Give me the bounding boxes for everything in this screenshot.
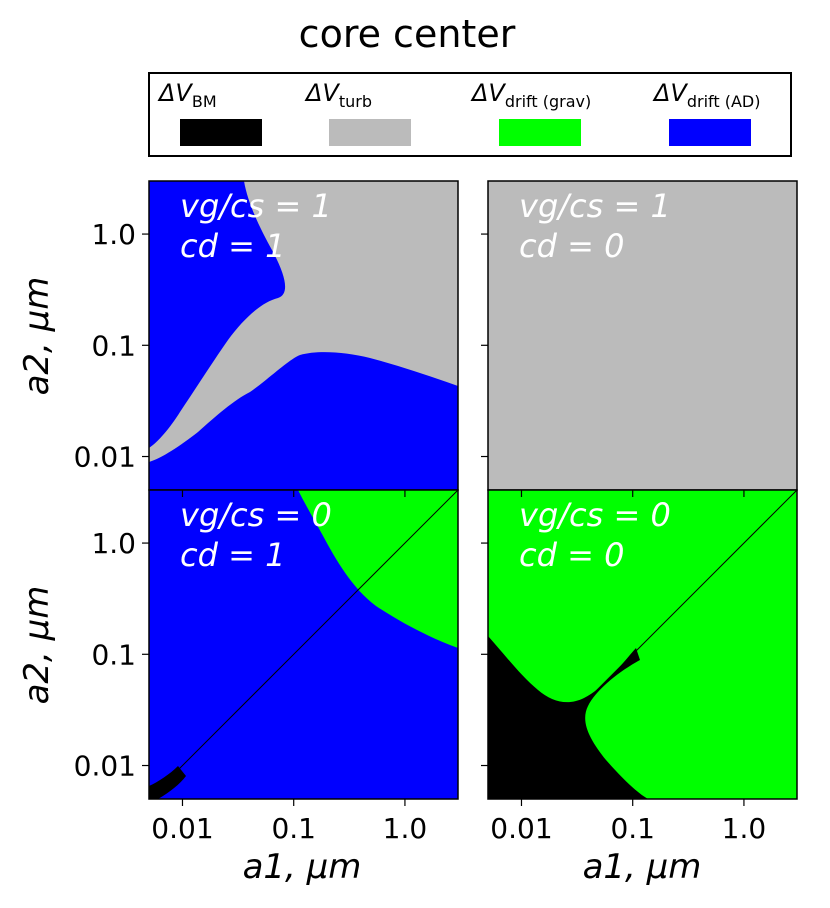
panel-label-vg: vg/cs = 1 xyxy=(180,187,332,225)
region-bm xyxy=(488,636,648,799)
legend-swatch xyxy=(180,119,262,146)
region-drift-ad-upper xyxy=(149,181,286,448)
panel-label-cd: cd = 0 xyxy=(519,227,624,265)
y-tick-label: 1.0 xyxy=(91,218,136,251)
legend: ΔVBM ΔVturb ΔVdrift (grav) ΔVdrift (AD) xyxy=(148,72,792,157)
x-tick-label: 0.01 xyxy=(490,812,552,845)
panel-label-vg: vg/cs = 0 xyxy=(180,496,332,534)
legend-label: ΔVdrift (grav) xyxy=(470,79,591,111)
y-tick-label: 0.1 xyxy=(91,638,136,671)
legend-swatch xyxy=(669,119,751,146)
y-tick-label: 1.0 xyxy=(91,527,136,560)
x-axis-title-right: a1, μm xyxy=(583,847,702,887)
x-tick-label: 0.01 xyxy=(151,812,213,845)
region-turb xyxy=(488,181,797,490)
legend-label: ΔVdrift (AD) xyxy=(652,79,760,111)
x-tick-label: 0.1 xyxy=(610,812,655,845)
svg-text:a2, μm: a2, μm xyxy=(17,277,57,396)
legend-label: ΔVBM xyxy=(157,79,217,111)
y-axis-title-bottom: a2, μm xyxy=(17,586,57,705)
panel-label-cd: cd = 1 xyxy=(180,536,285,574)
svg-text:a2, μm: a2, μm xyxy=(17,586,57,705)
panel-bottom-right: vg/cs = 0 cd = 0 xyxy=(487,489,798,800)
svg-text:a1, μm: a1, μm xyxy=(243,847,362,887)
region-bm xyxy=(149,766,186,799)
panel-top-left: vg/cs = 1 cd = 1 xyxy=(148,180,459,491)
legend-swatch xyxy=(329,119,411,146)
panel-label-vg: vg/cs = 1 xyxy=(519,187,671,225)
x-axis-title-left: a1, μm xyxy=(243,847,362,887)
svg-text:a1, μm: a1, μm xyxy=(583,847,702,887)
y-axis-title-top: a2, μm xyxy=(17,277,57,396)
y-tick-label: 0.01 xyxy=(74,441,136,474)
y-tick-label: 0.1 xyxy=(91,329,136,362)
panel-label-cd: cd = 1 xyxy=(180,227,285,265)
legend-label: ΔVturb xyxy=(304,79,372,111)
legend-swatch xyxy=(499,119,581,146)
diagonal-line xyxy=(149,490,458,799)
x-tick-label: 1.0 xyxy=(383,812,428,845)
x-tick-label: 1.0 xyxy=(722,812,767,845)
y-tick-label: 0.01 xyxy=(74,750,136,783)
chart-title: core center xyxy=(299,12,516,56)
panel-label-cd: cd = 0 xyxy=(519,536,624,574)
panel-bottom-left: vg/cs = 0 cd = 1 xyxy=(148,489,459,800)
panel-top-right: vg/cs = 1 cd = 0 xyxy=(487,180,798,491)
region-drift-ad-lower xyxy=(149,352,458,490)
panel-label-vg: vg/cs = 0 xyxy=(519,496,671,534)
x-tick-label: 0.1 xyxy=(271,812,316,845)
diagonal-line xyxy=(488,490,797,799)
